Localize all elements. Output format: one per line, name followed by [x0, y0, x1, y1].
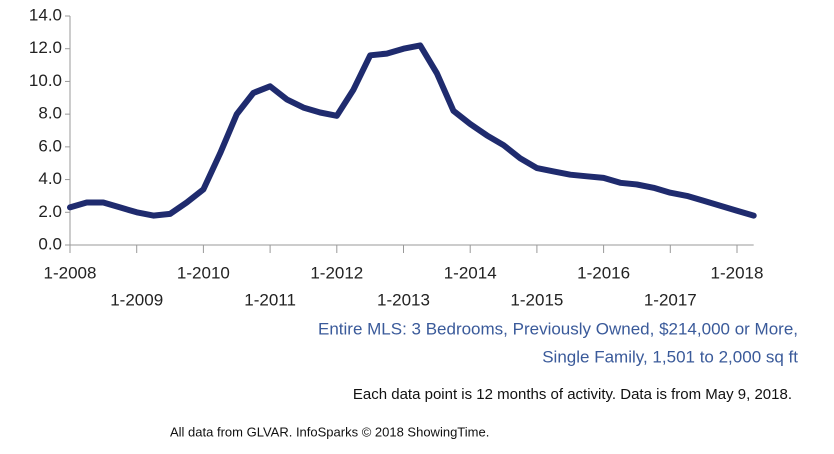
y-tick-label: 12.0	[29, 38, 62, 57]
note: Each data point is 12 months of activity…	[353, 386, 792, 403]
y-tick-label: 14.0	[29, 5, 62, 24]
x-tick-label: 1-2018	[711, 263, 764, 282]
x-tick-label: 1-2010	[177, 263, 230, 282]
x-tick-label: 1-2015	[510, 290, 563, 309]
x-tick-label: 1-2017	[644, 290, 697, 309]
source: All data from GLVAR. InfoSparks © 2018 S…	[170, 424, 489, 439]
x-tick-label: 1-2013	[377, 290, 430, 309]
subtitle: Single Family, 1,501 to 2,000 sq ft	[542, 347, 798, 366]
y-tick-label: 6.0	[38, 136, 62, 155]
x-tick-label: 1-2014	[444, 263, 497, 282]
subtitle: Entire MLS: 3 Bedrooms, Previously Owned…	[318, 319, 798, 338]
x-tick-label: 1-2009	[110, 290, 163, 309]
y-tick-label: 4.0	[38, 169, 62, 188]
y-tick-label: 10.0	[29, 71, 62, 90]
x-tick-label: 1-2008	[44, 263, 97, 282]
x-tick-label: 1-2012	[310, 263, 363, 282]
y-tick-label: 8.0	[38, 104, 62, 123]
y-tick-label: 2.0	[38, 202, 62, 221]
series-line	[67, 42, 757, 219]
x-tick-label: 1-2011	[244, 290, 296, 309]
y-tick-label: 0.0	[38, 234, 62, 253]
x-tick-label: 1-2016	[577, 263, 630, 282]
